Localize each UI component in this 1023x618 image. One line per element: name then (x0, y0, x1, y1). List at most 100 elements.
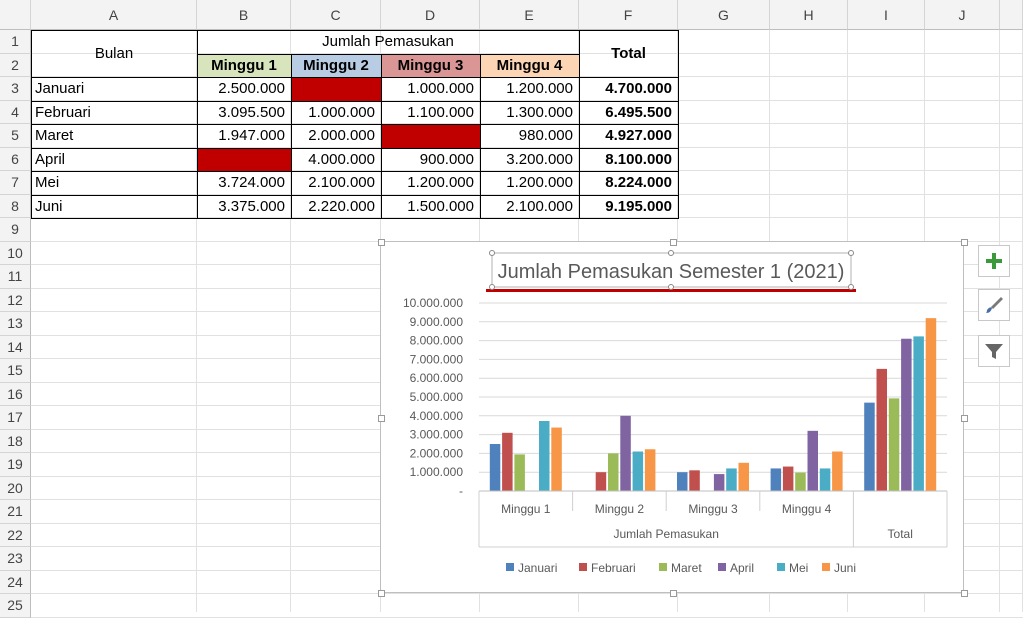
row-header-25[interactable]: 25 (0, 594, 31, 618)
cell-value[interactable]: 1.000.000 (407, 80, 474, 98)
chart-styles-button[interactable] (978, 289, 1010, 321)
legend-item-maret[interactable]: Maret (671, 561, 702, 575)
title-handle[interactable] (848, 284, 854, 290)
bar-januari[interactable] (770, 468, 782, 491)
bar-maret[interactable] (608, 453, 619, 491)
cell-value[interactable]: 1.000.000 (308, 103, 375, 121)
header-minggu-2[interactable]: Minggu 2 (291, 53, 381, 77)
cell-value[interactable]: 1.500.000 (407, 197, 474, 215)
select-all-corner[interactable] (0, 0, 31, 30)
cell-value[interactable]: 2.000.000 (308, 127, 375, 145)
row-header-19[interactable]: 19 (0, 453, 31, 477)
cell-total[interactable]: 8.224.000 (605, 174, 672, 192)
row-header-21[interactable]: 21 (0, 500, 31, 524)
header-minggu-4[interactable]: Minggu 4 (480, 53, 579, 77)
cell-total[interactable]: 9.195.000 (605, 197, 672, 215)
cell-value[interactable]: 1.200.000 (407, 174, 474, 192)
cell-month[interactable]: Maret (35, 127, 74, 145)
column-header-c[interactable]: C (291, 0, 381, 30)
cell-month[interactable]: Juni (35, 197, 63, 215)
add-chart-element-button[interactable] (978, 245, 1010, 277)
cell-value[interactable] (381, 124, 480, 148)
chart-title[interactable]: Jumlah Pemasukan Semester 1 (2021) (498, 261, 845, 283)
bar-april[interactable] (901, 338, 912, 491)
bar-mei[interactable] (539, 420, 550, 491)
header-jumlah-pemasukan[interactable]: Jumlah Pemasukan (322, 33, 454, 51)
column-header-a[interactable]: A (31, 0, 197, 30)
row-header-10[interactable]: 10 (0, 241, 31, 265)
chart-resize-handle[interactable] (670, 239, 677, 246)
cell-month[interactable]: Februari (35, 103, 91, 121)
cell-value[interactable]: 1.200.000 (506, 174, 573, 192)
row-header-12[interactable]: 12 (0, 288, 31, 312)
chart-resize-handle[interactable] (378, 239, 385, 246)
bar-mei[interactable] (913, 336, 924, 491)
column-header-e[interactable]: E (480, 0, 579, 30)
column-header-f[interactable]: F (579, 0, 678, 30)
bar-februari[interactable] (876, 368, 888, 491)
cell-value[interactable]: 980.000 (518, 127, 573, 145)
cell-value[interactable]: 2.500.000 (218, 80, 285, 98)
legend-swatch[interactable] (718, 563, 726, 571)
bar-juni[interactable] (738, 462, 750, 491)
cell-total[interactable]: 4.927.000 (605, 127, 672, 145)
column-header-h[interactable]: H (770, 0, 848, 30)
title-handle[interactable] (848, 250, 854, 256)
cell-total[interactable]: 8.100.000 (605, 150, 672, 168)
row-header-13[interactable]: 13 (0, 312, 31, 336)
row-header-6[interactable]: 6 (0, 147, 31, 171)
bar-juni[interactable] (644, 449, 656, 491)
cell-month[interactable]: Mei (35, 174, 60, 192)
bar-april[interactable] (620, 415, 631, 491)
cell-value[interactable] (291, 77, 381, 101)
bar-mei[interactable] (819, 468, 831, 491)
cell-value[interactable] (197, 147, 291, 171)
header-total[interactable]: Total (611, 45, 646, 62)
row-header-4[interactable]: 4 (0, 100, 31, 124)
legend-item-juni[interactable]: Juni (834, 561, 856, 575)
bar-juni[interactable] (551, 427, 562, 491)
legend-swatch[interactable] (659, 563, 667, 571)
row-header-5[interactable]: 5 (0, 124, 31, 148)
bar-januari[interactable] (489, 444, 501, 491)
cell-month[interactable]: April (35, 150, 66, 168)
column-header-j[interactable]: J (925, 0, 1000, 30)
column-header-i[interactable]: I (848, 0, 925, 30)
bar-maret[interactable] (514, 454, 525, 491)
row-header-3[interactable]: 3 (0, 77, 31, 101)
cell-value[interactable]: 1.200.000 (506, 80, 573, 98)
chart-resize-handle[interactable] (961, 239, 968, 246)
cell-value[interactable]: 3.724.000 (218, 174, 285, 192)
bar-juni[interactable] (925, 318, 937, 491)
cell-value[interactable]: 1.300.000 (506, 103, 573, 121)
cell-value[interactable]: 4.000.000 (308, 150, 375, 168)
bar-februari[interactable] (502, 432, 513, 491)
row-header-7[interactable]: 7 (0, 171, 31, 195)
chart-area[interactable]: Jumlah Pemasukan Semester 1 (2021) - 1.000… (378, 239, 968, 597)
bar-januari[interactable] (677, 472, 688, 491)
title-handle[interactable] (489, 250, 495, 256)
column-header-g[interactable]: G (678, 0, 770, 30)
cell-value[interactable]: 2.100.000 (506, 197, 573, 215)
bar-februari[interactable] (595, 472, 607, 491)
legend-swatch[interactable] (506, 563, 514, 571)
cell-value[interactable]: 2.100.000 (308, 174, 375, 192)
cell-month[interactable]: Januari (35, 80, 85, 98)
cell-value[interactable]: 2.220.000 (308, 197, 375, 215)
bar-maret[interactable] (795, 472, 806, 491)
title-handle[interactable] (668, 284, 674, 290)
chart-resize-handle[interactable] (961, 415, 968, 422)
chart-resize-handle[interactable] (378, 415, 385, 422)
row-header-20[interactable]: 20 (0, 476, 31, 500)
cell-value[interactable]: 3.375.000 (218, 197, 285, 215)
header-minggu-1[interactable]: Minggu 1 (197, 53, 291, 77)
bar-april[interactable] (807, 430, 819, 491)
title-handle[interactable] (668, 250, 674, 256)
row-header-8[interactable]: 8 (0, 194, 31, 218)
bar-juni[interactable] (832, 451, 843, 491)
column-header-b[interactable]: B (197, 0, 291, 30)
legend-item-mei[interactable]: Mei (789, 561, 808, 575)
bar-maret[interactable] (888, 398, 900, 491)
row-header-2[interactable]: 2 (0, 53, 31, 77)
row-header-18[interactable]: 18 (0, 429, 31, 453)
